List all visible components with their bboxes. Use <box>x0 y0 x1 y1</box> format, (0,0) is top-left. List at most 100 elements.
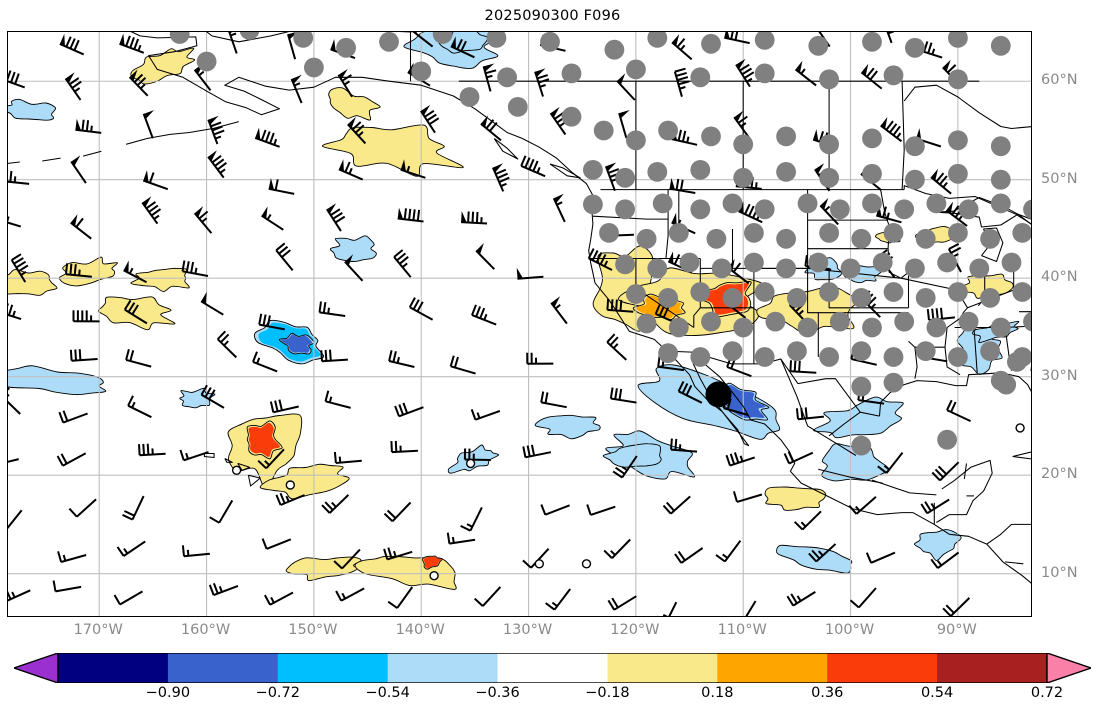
barb-full <box>394 405 400 417</box>
barb-full <box>181 545 185 557</box>
barb-shaft <box>610 397 637 404</box>
station-marker <box>668 223 689 243</box>
barb-full <box>14 73 20 85</box>
barb-half <box>13 176 17 183</box>
barb-half <box>603 260 609 267</box>
station-marker <box>604 39 625 60</box>
barb-shaft <box>266 538 292 550</box>
barb-full <box>274 400 279 412</box>
barb-half <box>348 167 353 175</box>
barb-flag <box>861 63 869 76</box>
barb-full <box>318 301 322 313</box>
barb-half <box>266 213 272 221</box>
station-marker <box>905 169 925 190</box>
barb-full <box>946 399 953 411</box>
wind-barb <box>254 127 280 148</box>
barb-half <box>285 495 290 503</box>
wind-barb <box>268 178 295 195</box>
station-marker <box>1023 199 1031 219</box>
barb-half <box>20 270 27 276</box>
barb-shaft <box>517 275 544 280</box>
barb-full <box>614 388 618 400</box>
contour-band <box>539 416 598 438</box>
colorbar-tick-label: −0.36 <box>475 685 520 701</box>
geo-boundary <box>666 350 880 417</box>
wind-barb <box>141 196 162 225</box>
barb-full <box>545 602 556 611</box>
station-marker <box>905 37 925 58</box>
barb-full <box>324 390 330 402</box>
barb-full <box>258 313 263 325</box>
wind-barb <box>482 63 497 92</box>
barb-shaft <box>337 74 353 98</box>
contour-band <box>959 328 1000 372</box>
geo-boundary <box>936 459 993 523</box>
barb-shaft <box>673 71 683 97</box>
colorbar-tick-label: −0.18 <box>585 685 630 701</box>
wind-barb <box>58 410 88 424</box>
barb-flag <box>59 33 65 47</box>
wind-barb <box>673 67 690 97</box>
station-marker <box>915 228 936 249</box>
barb-full <box>950 246 962 254</box>
station-marker-layer <box>169 32 1031 581</box>
barb-full <box>654 303 662 315</box>
wind-barb <box>819 197 839 226</box>
wind-barb <box>735 58 755 88</box>
station-marker <box>905 258 925 279</box>
barb-half <box>610 550 616 556</box>
station-marker <box>1012 223 1031 243</box>
barb-full <box>474 597 484 607</box>
longitude-tick-label: 100°W <box>824 622 875 638</box>
longitude-tick-label: 150°W <box>288 622 338 638</box>
contour-band <box>101 298 171 328</box>
barb-half <box>194 267 198 274</box>
barb-full <box>591 250 599 261</box>
barb-half <box>343 80 351 86</box>
barb-flag <box>400 159 406 172</box>
station-marker <box>862 128 882 149</box>
barb-flag <box>669 177 675 190</box>
barb-full <box>209 516 220 524</box>
colorbar: −0.90 −0.72 −0.54 −0.36 −0.18 0.18 0.36 0.54 0.7… <box>14 653 1091 701</box>
barb-half <box>661 361 665 368</box>
barb-half <box>556 201 563 206</box>
contour-band <box>134 49 192 82</box>
barb-full <box>13 257 24 265</box>
station-marker <box>304 57 324 78</box>
barb-full <box>212 582 219 594</box>
contour-band <box>963 275 1011 298</box>
barb-full <box>133 73 144 83</box>
barb-flag <box>143 110 154 120</box>
barb-shaft <box>62 412 88 424</box>
barb-full <box>179 449 185 461</box>
wind-barb <box>724 32 750 45</box>
barb-full <box>670 438 673 450</box>
barb-full <box>399 256 409 265</box>
barb-full <box>467 211 470 223</box>
barb-full <box>538 78 550 84</box>
barb-full <box>136 76 147 87</box>
barb-full <box>129 350 135 362</box>
barb-full <box>275 494 282 506</box>
wind-barb <box>671 34 693 61</box>
barb-shaft <box>59 42 85 56</box>
wind-barb <box>520 155 546 178</box>
barb-half <box>11 591 16 598</box>
low-center-marker <box>705 381 732 408</box>
barb-full <box>116 546 125 557</box>
barb-half <box>800 68 806 75</box>
station-marker <box>722 193 743 214</box>
buoy-marker <box>465 458 476 469</box>
barb-half <box>223 340 229 347</box>
barb-shaft <box>388 360 415 368</box>
barb-flag <box>880 116 888 129</box>
barb-full <box>133 38 140 50</box>
wind-barb <box>257 448 285 470</box>
barb-full <box>131 304 139 315</box>
contour-band <box>265 465 345 497</box>
station-marker <box>894 199 915 220</box>
barb-full <box>85 120 90 132</box>
station-marker <box>787 288 807 308</box>
station-marker <box>990 193 1011 214</box>
